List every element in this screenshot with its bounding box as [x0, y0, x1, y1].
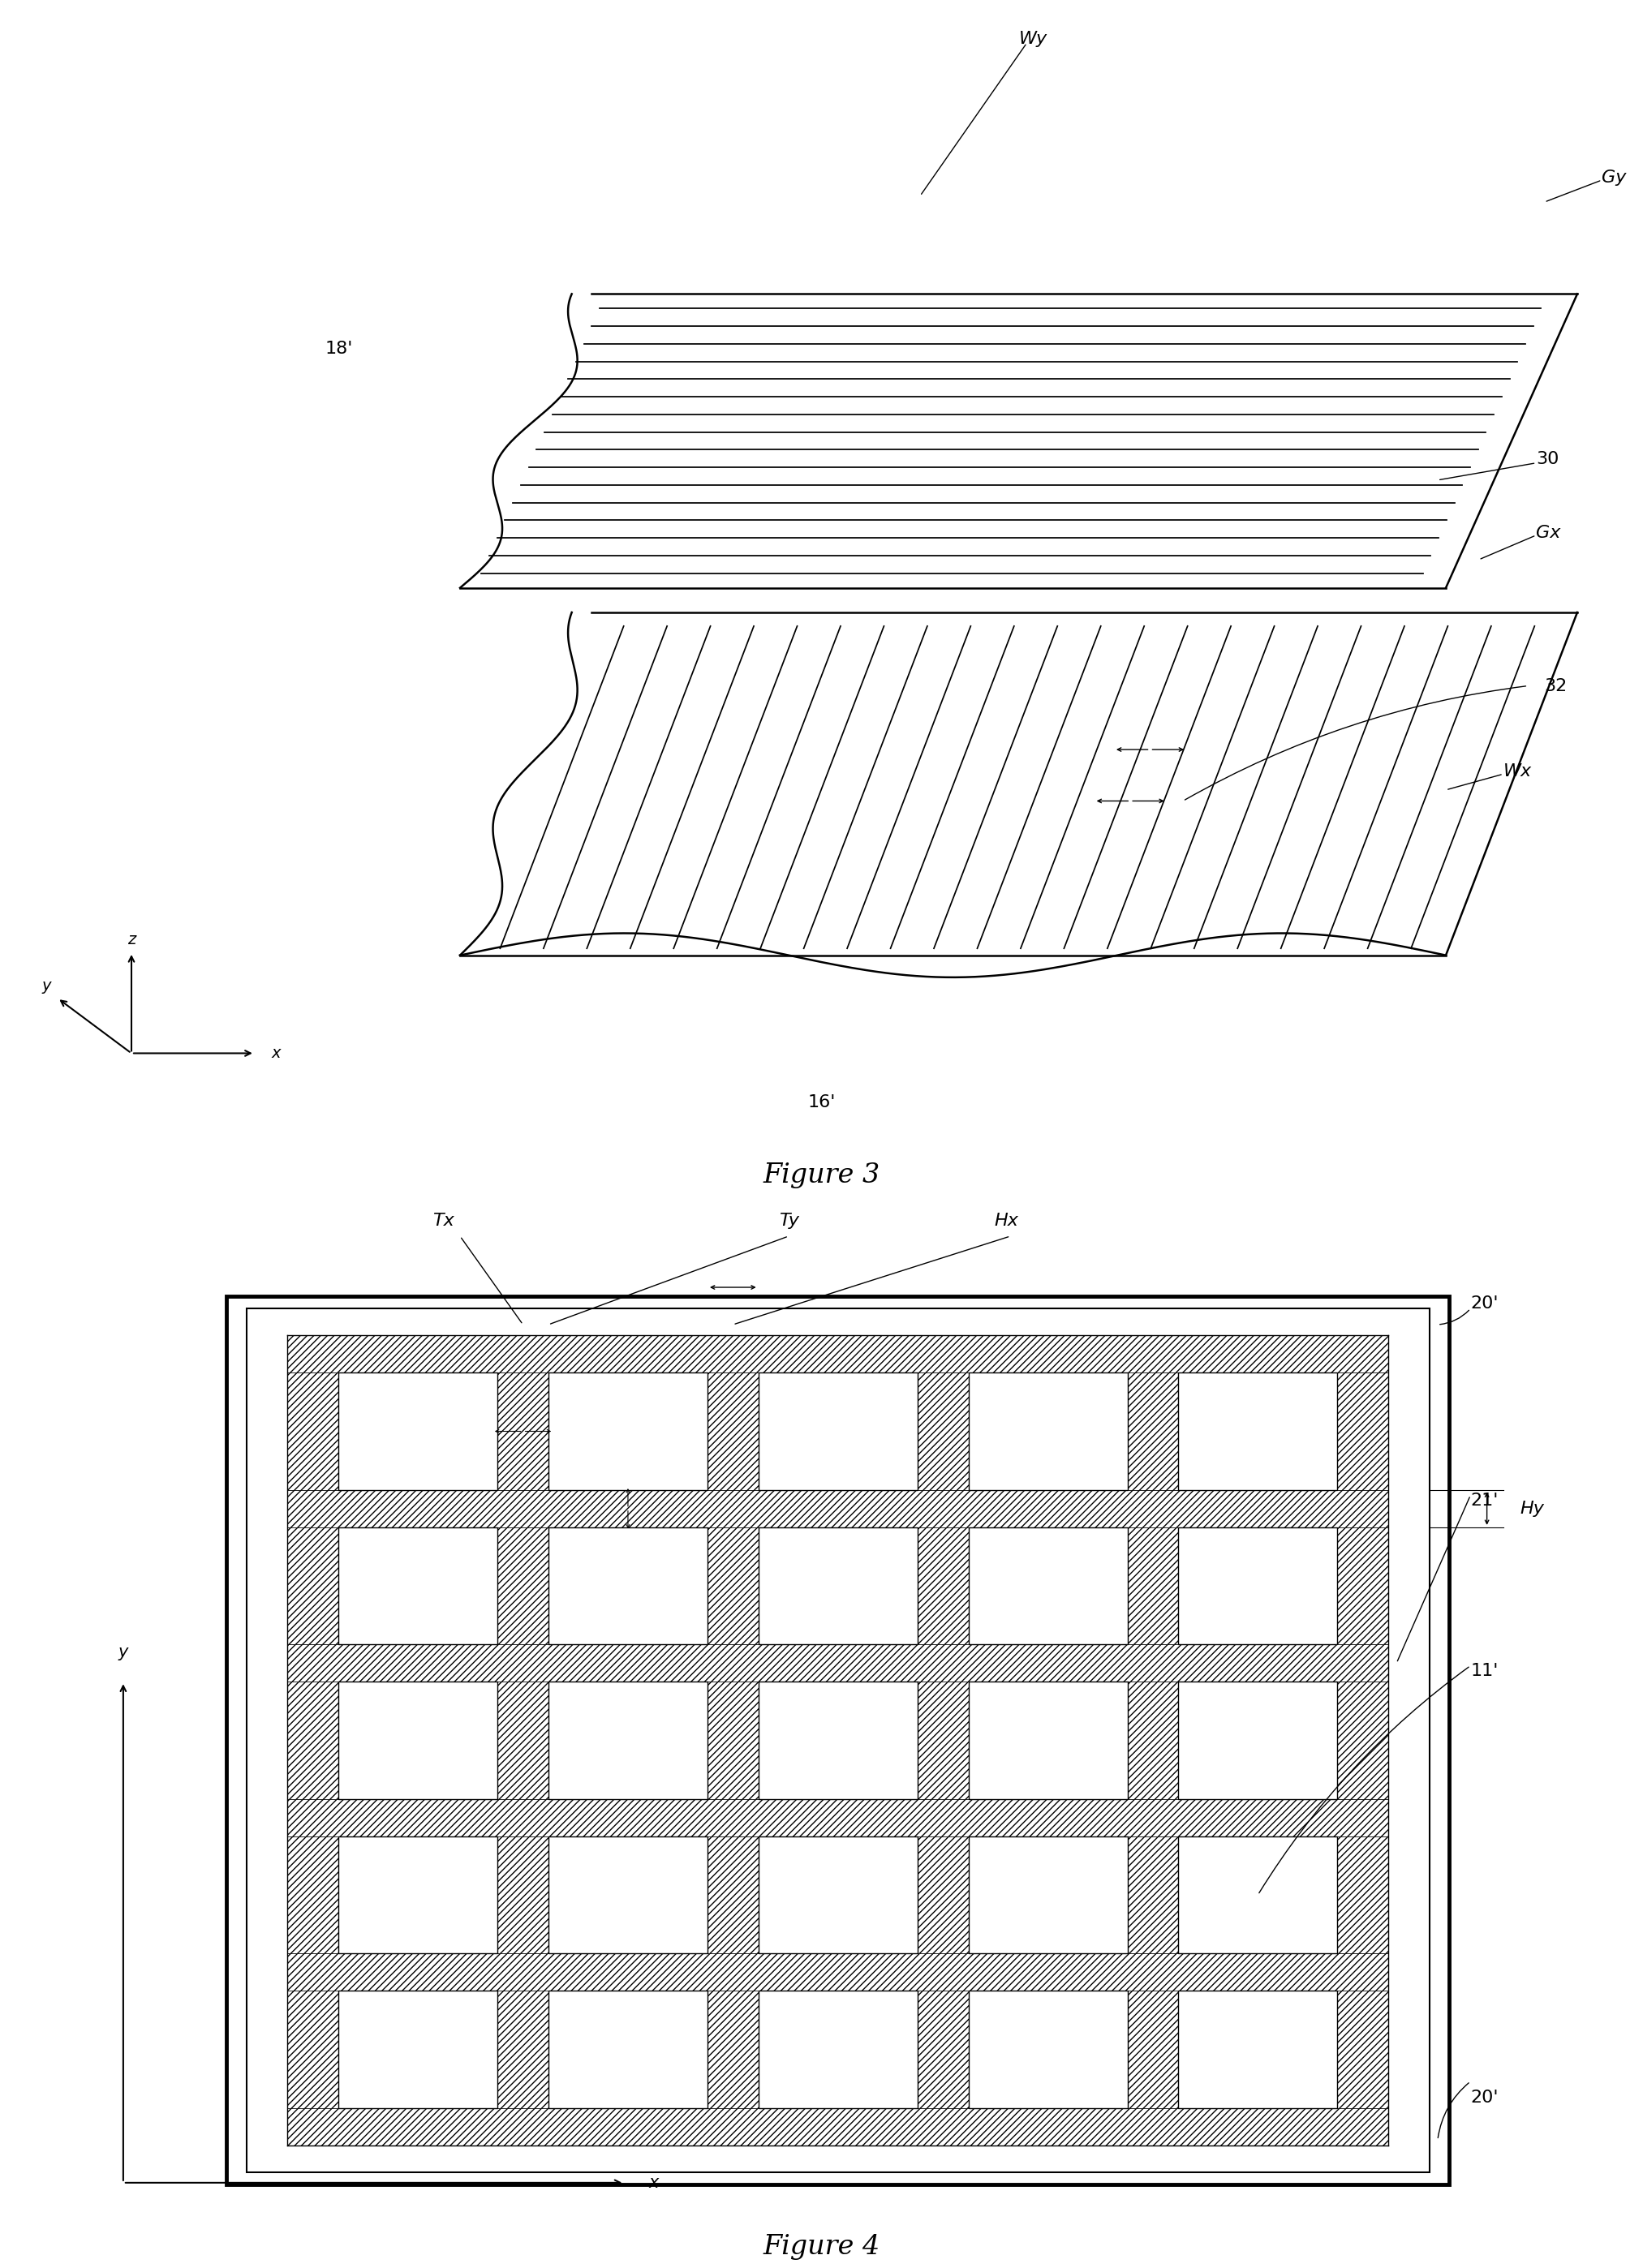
Bar: [288, 1336, 1388, 1372]
Bar: [288, 1953, 1388, 1991]
Bar: [288, 1644, 1388, 1683]
Bar: [708, 1336, 759, 2146]
Text: 21': 21': [1470, 1492, 1498, 1508]
Bar: [1178, 1837, 1337, 1953]
Bar: [338, 1372, 498, 1490]
Text: Hy: Hy: [1520, 1501, 1544, 1517]
Text: Wy: Wy: [1019, 32, 1047, 48]
Bar: [759, 1683, 917, 1799]
Bar: [1178, 1991, 1337, 2107]
Bar: [338, 1683, 498, 1799]
Bar: [227, 1295, 1449, 2184]
Bar: [338, 1526, 498, 1644]
Text: 11': 11': [1470, 1662, 1498, 1678]
Bar: [759, 1526, 917, 1644]
Bar: [288, 1799, 1388, 1837]
Bar: [968, 1372, 1127, 1490]
Bar: [288, 2107, 1388, 2146]
Bar: [1127, 1336, 1178, 2146]
Bar: [968, 1991, 1127, 2107]
Text: y: y: [118, 1644, 128, 1660]
Bar: [549, 1526, 708, 1644]
Text: Tx: Tx: [432, 1213, 455, 1229]
Bar: [288, 1490, 1388, 1526]
Bar: [549, 1683, 708, 1799]
Bar: [968, 1837, 1127, 1953]
Text: 20': 20': [1470, 2089, 1498, 2105]
Text: 16': 16': [808, 1093, 835, 1111]
Bar: [338, 1991, 498, 2107]
Text: Wx: Wx: [1503, 764, 1531, 780]
Bar: [759, 1991, 917, 2107]
Text: z: z: [127, 932, 136, 948]
Text: Ty: Ty: [779, 1213, 798, 1229]
Bar: [759, 1372, 917, 1490]
Bar: [498, 1336, 549, 2146]
Bar: [549, 1991, 708, 2107]
Bar: [549, 1372, 708, 1490]
Text: Hx: Hx: [994, 1213, 1019, 1229]
Text: Figure 4: Figure 4: [762, 2234, 881, 2259]
Bar: [288, 1336, 338, 2146]
Text: Figure 3: Figure 3: [762, 1163, 881, 1188]
Bar: [1178, 1372, 1337, 1490]
Text: 30: 30: [1536, 451, 1559, 467]
Text: x: x: [649, 2175, 659, 2191]
Bar: [549, 1837, 708, 1953]
Text: 32: 32: [1544, 678, 1567, 694]
Text: x: x: [271, 1046, 281, 1061]
Text: 18': 18': [325, 340, 353, 356]
Bar: [246, 1309, 1429, 2173]
Bar: [968, 1683, 1127, 1799]
Bar: [1178, 1526, 1337, 1644]
Text: Gy: Gy: [1602, 170, 1627, 186]
Bar: [1337, 1336, 1388, 2146]
Bar: [917, 1336, 968, 2146]
Text: Gx: Gx: [1536, 524, 1561, 540]
Text: 20': 20': [1470, 1295, 1498, 1311]
Bar: [1178, 1683, 1337, 1799]
Bar: [759, 1837, 917, 1953]
Bar: [968, 1526, 1127, 1644]
Text: y: y: [43, 978, 51, 993]
Bar: [338, 1837, 498, 1953]
